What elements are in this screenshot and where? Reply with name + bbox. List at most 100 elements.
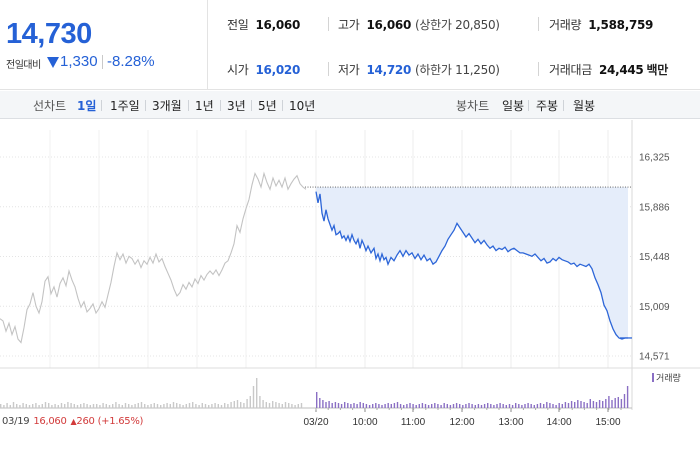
divider xyxy=(528,100,529,111)
volume-bar xyxy=(153,403,155,408)
volume-bar xyxy=(359,402,361,408)
volume-bar xyxy=(198,405,200,408)
volume-bar xyxy=(337,403,340,408)
volume-bar xyxy=(131,405,133,408)
volume-bar xyxy=(278,403,280,408)
volume-legend-swatch xyxy=(652,373,654,382)
volume-bar xyxy=(281,404,283,408)
volume-bar xyxy=(48,403,50,408)
volume-bar xyxy=(0,404,2,408)
volume-bar xyxy=(580,401,582,408)
volume-bar xyxy=(344,402,346,408)
volume-bar xyxy=(378,404,380,408)
volume-bar xyxy=(275,402,277,408)
volume-bar xyxy=(121,405,123,408)
tab-daily-candle[interactable]: 일봉 xyxy=(502,99,525,113)
change-amount: 1,330 xyxy=(60,53,98,70)
volume-bar xyxy=(176,403,178,408)
volume-bar xyxy=(140,402,143,408)
volume-bar xyxy=(35,403,37,408)
volume-bar xyxy=(236,400,239,408)
current-price: 14,730 xyxy=(6,18,92,50)
prev-day-close: 16,060 xyxy=(33,416,67,427)
volume-bar xyxy=(602,401,604,408)
volume-bar xyxy=(340,404,343,408)
candle-chart-label: 봉차트 xyxy=(456,99,490,113)
volume-bar xyxy=(268,403,271,408)
volume-bar xyxy=(220,405,223,408)
volume-bar xyxy=(272,401,274,408)
divider xyxy=(220,100,221,111)
volume-bar xyxy=(195,404,197,408)
tab-3months[interactable]: 3개월 xyxy=(152,99,182,113)
up-triangle-icon: ▲ xyxy=(70,417,77,426)
volume-bar xyxy=(201,403,203,408)
x-tick-label: 10:00 xyxy=(352,417,377,428)
volume-bar xyxy=(51,405,53,408)
chart-tab-bar: 선차트 1일 1주일 3개월 1년 3년 5년 10년 봉차트 일봉 주봉 월봉 xyxy=(0,91,700,119)
volume-bar xyxy=(527,403,529,408)
volume-bar xyxy=(319,398,321,408)
volume-bar xyxy=(614,398,616,408)
volume-bar xyxy=(543,404,545,408)
stat-trade-value: 거래대금 24,445 백만 xyxy=(549,63,668,77)
tab-3years[interactable]: 3년 xyxy=(227,99,246,113)
price-summary: 14,730 전일대비 1,330 -8.28% xyxy=(0,0,208,90)
prev-day-summary: 03/19 16,060 ▲260 (+1.65%) xyxy=(2,416,143,427)
volume-bar xyxy=(530,404,532,408)
volume-bar xyxy=(38,405,40,408)
volume-bar xyxy=(102,403,104,408)
volume-bar xyxy=(617,397,619,408)
volume-bar xyxy=(511,405,514,408)
volume-bar xyxy=(462,405,464,408)
tab-10years[interactable]: 10년 xyxy=(289,99,316,113)
volume-bar xyxy=(246,399,248,408)
volume-series xyxy=(0,378,629,408)
tab-monthly-candle[interactable]: 월봉 xyxy=(573,99,596,113)
volume-bar xyxy=(546,402,548,408)
volume-bar xyxy=(76,405,79,408)
tab-1week[interactable]: 1주일 xyxy=(110,99,140,113)
stat-open: 시가 16,020 xyxy=(227,63,300,77)
volume-bar xyxy=(533,405,535,408)
volume-bar xyxy=(227,404,229,408)
tab-5years[interactable]: 5년 xyxy=(258,99,277,113)
volume-bar xyxy=(252,386,255,408)
volume-bar xyxy=(455,403,458,408)
volume-bar xyxy=(73,404,75,408)
tab-weekly-candle[interactable]: 주봉 xyxy=(536,99,559,113)
volume-bar xyxy=(300,403,303,408)
volume-bar xyxy=(118,404,120,408)
volume-bar xyxy=(169,404,171,408)
down-triangle-icon xyxy=(47,57,59,68)
y-tick-label: 15,009 xyxy=(639,302,670,313)
volume-bar xyxy=(224,403,226,408)
volume-bar xyxy=(598,400,601,408)
volume-bar xyxy=(316,392,318,408)
volume-bar xyxy=(375,403,377,408)
volume-bar xyxy=(406,404,408,408)
volume-bar xyxy=(552,404,554,408)
volume-bar xyxy=(259,396,261,408)
volume-bar xyxy=(605,399,607,408)
price-chart[interactable]: 16,325 15,886 15,448 15,009 14,571 03/20 10:0… xyxy=(0,120,700,450)
volume-bar xyxy=(188,403,191,408)
x-tick-label: 12:00 xyxy=(449,417,474,428)
volume-bar xyxy=(577,400,579,408)
tab-1day[interactable]: 1일 xyxy=(77,99,97,113)
volume-bar xyxy=(418,404,420,408)
volume-bar xyxy=(465,404,467,408)
volume-legend: 거래량 xyxy=(652,371,681,384)
volume-bar xyxy=(214,403,216,408)
volume-bar xyxy=(208,405,210,408)
volume-bar xyxy=(592,401,595,408)
volume-bar xyxy=(499,403,501,408)
tab-1year[interactable]: 1년 xyxy=(195,99,214,113)
volume-bar xyxy=(611,400,613,408)
divider xyxy=(101,100,102,111)
volume-bar xyxy=(539,403,542,408)
x-tick-label: 03/20 xyxy=(303,417,328,428)
volume-bar xyxy=(480,405,483,408)
volume-bar xyxy=(32,404,34,408)
volume-bar xyxy=(583,402,585,408)
